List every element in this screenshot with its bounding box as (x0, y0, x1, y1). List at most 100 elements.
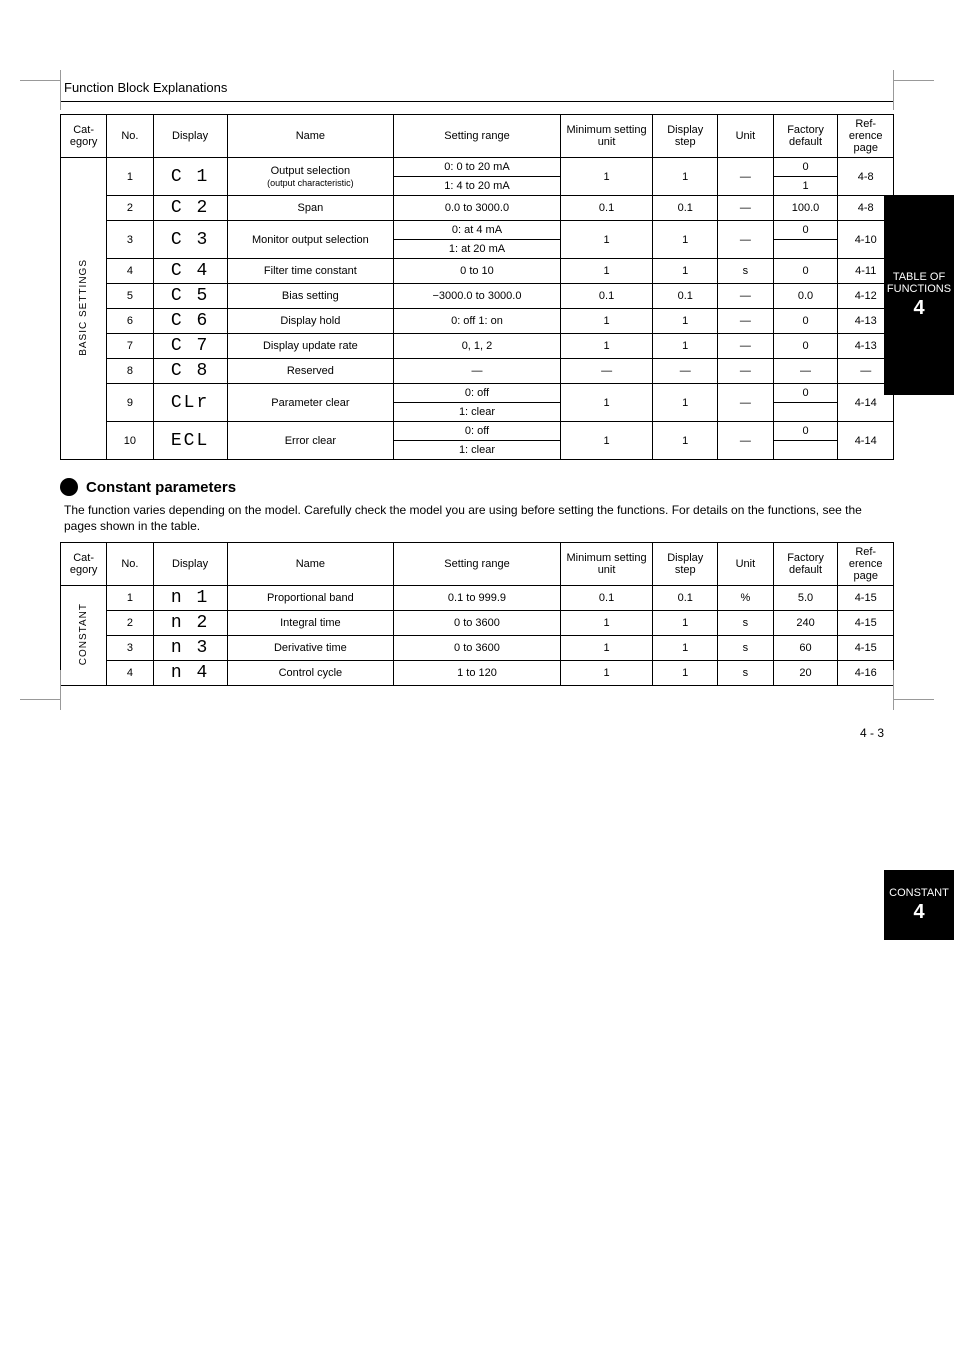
default-cell (773, 441, 838, 460)
step-cell: 1 (653, 259, 718, 284)
display-cell: C 6 (153, 309, 227, 334)
range-cell: 1: clear (394, 441, 561, 460)
th-display: Display (153, 543, 227, 586)
name-cell: Reserved (227, 359, 394, 384)
default-cell: 0 (773, 309, 838, 334)
min-cell: 1 (560, 636, 653, 661)
unit-cell: s (718, 611, 774, 636)
tab-line2: FUNCTIONS (887, 283, 951, 295)
bullet-icon (60, 478, 78, 496)
no-cell: 1 (107, 586, 153, 611)
name-cell: Display hold (227, 309, 394, 334)
no-cell: 5 (107, 284, 153, 309)
default-cell: 0 (773, 221, 838, 240)
range-cell: 1 to 120 (394, 661, 561, 686)
th-name: Name (227, 543, 394, 586)
table-row: 6C 6Display hold0: off 1: on11—04-13 (61, 309, 894, 334)
category-label: BASIC SETTINGS (78, 259, 89, 356)
no-cell: 1 (107, 158, 153, 196)
th-default: Factory default (773, 115, 838, 158)
th-unit: Unit (718, 543, 774, 586)
table-row: CONSTANT1n 1Proportional band0.1 to 999.… (61, 586, 894, 611)
basic-settings-table: Cat- egory No. Display Name Setting rang… (60, 114, 894, 460)
display-cell: C 8 (153, 359, 227, 384)
default-cell: 0.0 (773, 284, 838, 309)
th-step: Display step (653, 115, 718, 158)
th-category: Cat- egory (61, 115, 107, 158)
table-row: 5C 5Bias setting−3000.0 to 3000.00.10.1—… (61, 284, 894, 309)
min-cell: 1 (560, 422, 653, 460)
th-range: Setting range (394, 543, 561, 586)
th-step: Display step (653, 543, 718, 586)
range-cell: 0: 0 to 20 mA (394, 158, 561, 177)
category-label: CONSTANT (78, 603, 89, 665)
step-cell: 0.1 (653, 284, 718, 309)
range-cell: 1: at 20 mA (394, 240, 561, 259)
crop-mark-br (894, 670, 934, 710)
unit-cell: s (718, 636, 774, 661)
range-cell: −3000.0 to 3000.0 (394, 284, 561, 309)
page: TABLE OF FUNCTIONS 4 CONSTANT 4 Function… (0, 0, 954, 780)
th-no: No. (107, 115, 153, 158)
unit-cell: — (718, 284, 774, 309)
step-cell: 1 (653, 661, 718, 686)
default-cell: 0 (773, 422, 838, 441)
display-cell: C 3 (153, 221, 227, 259)
unit-cell: — (718, 309, 774, 334)
table-row: 2C 2Span0.0 to 3000.00.10.1—100.04-8 (61, 196, 894, 221)
unit-cell: — (718, 158, 774, 196)
default-cell: 5.0 (773, 586, 838, 611)
th-category: Cat- egory (61, 543, 107, 586)
range-cell: 0, 1, 2 (394, 334, 561, 359)
range-cell: 1: 4 to 20 mA (394, 177, 561, 196)
table-header-row: Cat- egory No. Display Name Setting rang… (61, 115, 894, 158)
th-unit: Unit (718, 115, 774, 158)
category-cell: BASIC SETTINGS (61, 158, 107, 460)
display-cell: n 4 (153, 661, 227, 686)
range-cell: 0: off 1: on (394, 309, 561, 334)
name-cell: Monitor output selection (227, 221, 394, 259)
ref-cell: 4-14 (838, 422, 894, 460)
min-cell: 1 (560, 334, 653, 359)
range-cell: 0.1 to 999.9 (394, 586, 561, 611)
no-cell: 3 (107, 221, 153, 259)
step-cell: 1 (653, 158, 718, 196)
section-heading: Constant parameters (60, 478, 894, 496)
page-footer: 4 - 3 (60, 726, 894, 740)
display-cell: CLr (153, 384, 227, 422)
display-cell: ECL (153, 422, 227, 460)
default-cell: 20 (773, 661, 838, 686)
min-cell: 0.1 (560, 196, 653, 221)
default-cell: — (773, 359, 838, 384)
table-row: 3C 3Monitor output selection0: at 4 mA11… (61, 221, 894, 240)
no-cell: 4 (107, 259, 153, 284)
ref-cell: 4-15 (838, 586, 894, 611)
tab2-line1: CONSTANT (889, 887, 949, 899)
range-cell: 0: off (394, 384, 561, 403)
no-cell: 10 (107, 422, 153, 460)
min-cell: 0.1 (560, 284, 653, 309)
unit-cell: % (718, 586, 774, 611)
name-cell: Parameter clear (227, 384, 394, 422)
th-display: Display (153, 115, 227, 158)
crop-mark-bl (20, 670, 60, 710)
ref-cell: 4-15 (838, 636, 894, 661)
range-cell: 0: off (394, 422, 561, 441)
step-cell: 1 (653, 611, 718, 636)
th-ref: Ref- erence page (838, 543, 894, 586)
table-row: 4n 4Control cycle1 to 12011s204-16 (61, 661, 894, 686)
th-no: No. (107, 543, 153, 586)
name-cell: Proportional band (227, 586, 394, 611)
table-row: 3n 3Derivative time0 to 360011s604-15 (61, 636, 894, 661)
step-cell: — (653, 359, 718, 384)
step-cell: 1 (653, 422, 718, 460)
display-cell: C 1 (153, 158, 227, 196)
min-cell: 1 (560, 221, 653, 259)
unit-cell: s (718, 661, 774, 686)
page-header: Function Block Explanations (64, 80, 894, 95)
no-cell: 2 (107, 196, 153, 221)
range-cell: 1: clear (394, 403, 561, 422)
unit-cell: — (718, 196, 774, 221)
ref-cell: 4-8 (838, 158, 894, 196)
min-cell: — (560, 359, 653, 384)
